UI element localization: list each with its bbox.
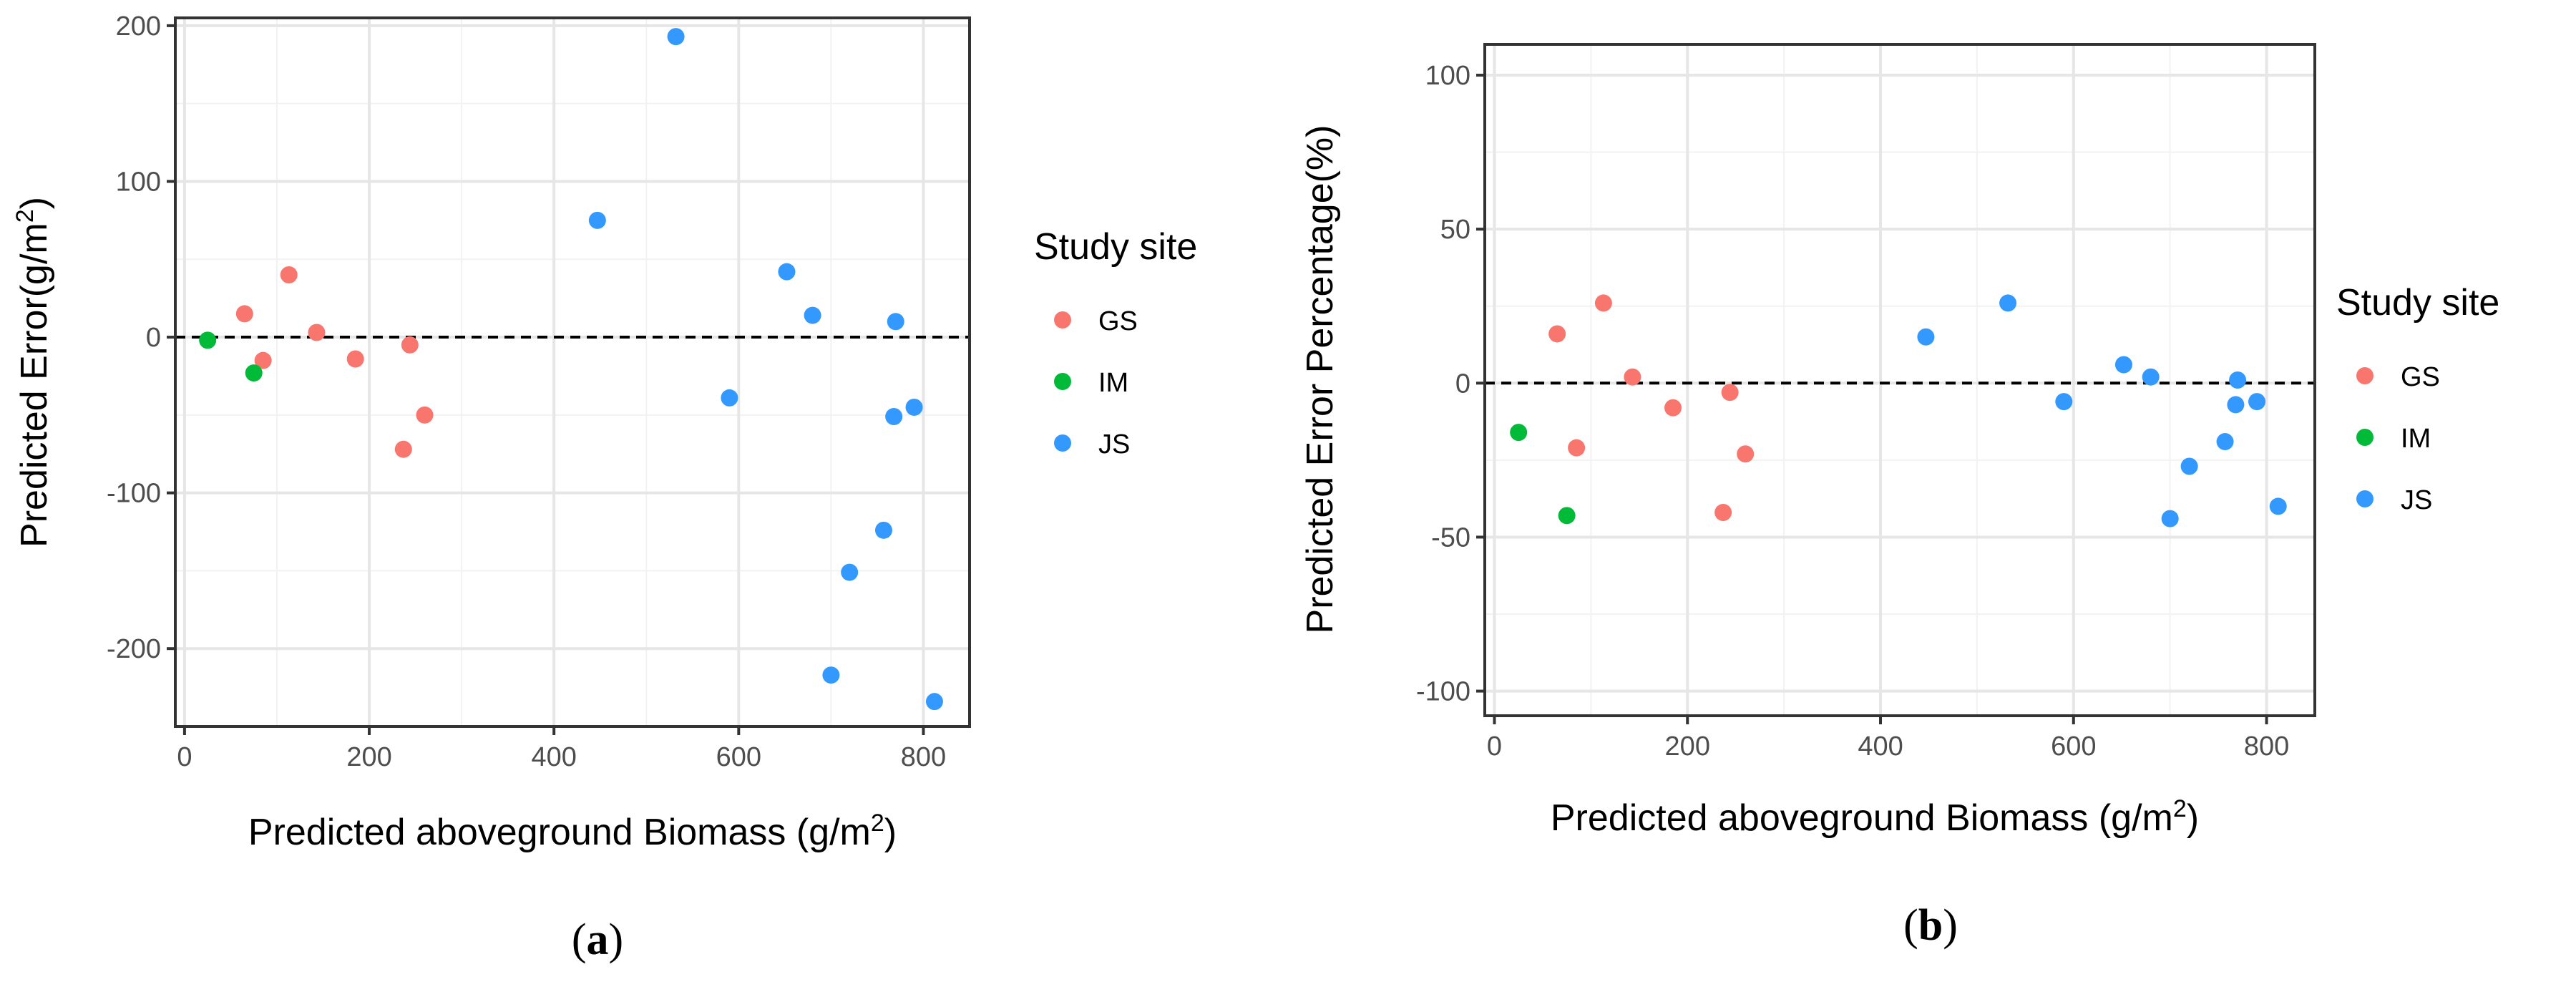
- panel-a-point-gs: [308, 324, 326, 341]
- panel-a-point-js: [874, 521, 892, 539]
- panel-a-y-tick-label: -200: [107, 634, 161, 664]
- panel-a-x-tick-label: 200: [346, 742, 391, 772]
- panel-a-frame: [174, 16, 971, 728]
- panel-b-point-gs: [1594, 294, 1612, 312]
- panel-a-x-tick-label: 600: [716, 742, 761, 772]
- panel-a-x-tick-label: 400: [531, 742, 576, 772]
- panel-b-point-gs: [1568, 439, 1586, 457]
- panel-b-point-js: [2114, 356, 2132, 374]
- panel-b-y-tick-label: 50: [1440, 215, 1470, 245]
- panel-a-point-gs: [235, 305, 253, 323]
- panel-b-frame: [1483, 43, 2316, 717]
- panel-a-y-axis-title: Predicted Error(g/m2): [11, 197, 55, 548]
- panel-b-legend-key-im: [2356, 429, 2373, 446]
- panel-a-point-gs: [394, 440, 412, 458]
- panel-a: 0 200 400 600 800 -200 -100 0 100 200 Predicted a…: [11, 11, 1197, 964]
- panel-a-legend-title: Study site: [1034, 226, 1197, 268]
- panel-a-y-tick-label: 200: [116, 11, 161, 42]
- panel-b-point-js: [2161, 510, 2179, 527]
- panel-b-point-js: [2142, 368, 2160, 386]
- panel-a-x-tick-label: 0: [177, 742, 192, 772]
- panel-a-legend-label-im: IM: [1098, 368, 1128, 398]
- panel-b-point-js: [2227, 396, 2245, 414]
- panel-b-point-js: [2055, 393, 2073, 411]
- panel-b-x-tick-label: 400: [1858, 731, 1903, 762]
- panel-b-point-gs: [1548, 325, 1566, 343]
- panel-a-point-js: [721, 389, 738, 407]
- panel-b-caption: (b): [1903, 901, 1958, 950]
- panel-b-points: [1510, 294, 2287, 527]
- panel-a-ticks: 0 200 400 600 800 -200 -100 0 100 200: [107, 11, 946, 772]
- panel-a-point-gs: [280, 266, 298, 284]
- panel-b-point-js: [2229, 371, 2247, 389]
- panel-b-legend-label-im: IM: [2401, 424, 2431, 454]
- panel-b-x-tick-label: 600: [2051, 731, 2096, 762]
- panel-a-point-js: [905, 398, 923, 416]
- panel-b-legend-label-js: JS: [2401, 485, 2432, 515]
- panel-a-x-axis-title: Predicted aboveground Biomass (g/m2): [248, 809, 897, 853]
- panel-a-y-tick-label: -100: [107, 479, 161, 509]
- panel-a-legend-label-gs: GS: [1098, 306, 1138, 336]
- panel-b: 0 200 400 600 800 -100 -50 0 50 100 Predicted abo…: [1299, 43, 2499, 950]
- panel-b-y-tick-label: -50: [1431, 522, 1470, 553]
- panel-b-legend-key-gs: [2356, 367, 2373, 384]
- panel-a-point-js: [841, 563, 859, 581]
- panel-b-x-tick-label: 0: [1487, 731, 1502, 762]
- panel-a-point-js: [778, 263, 796, 281]
- panel-b-x-tick-label: 800: [2244, 731, 2289, 762]
- panel-a-points: [199, 28, 943, 711]
- panel-a-x-tick-label: 800: [901, 742, 946, 772]
- panel-a-point-js: [588, 211, 606, 229]
- panel-a-point-js: [925, 693, 943, 711]
- panel-a-point-js: [887, 313, 904, 331]
- panel-b-x-axis-title: Predicted aboveground Biomass (g/m2): [1551, 795, 2199, 839]
- panel-b-point-js: [2216, 433, 2234, 451]
- panel-a-legend: Study site GS IM JS: [1034, 226, 1197, 460]
- panel-b-point-js: [2180, 457, 2198, 475]
- panel-a-legend-label-js: JS: [1098, 429, 1130, 460]
- panel-a-point-js: [885, 408, 903, 426]
- panel-a-point-js: [822, 666, 840, 684]
- panel-a-point-gs: [346, 350, 364, 368]
- panel-b-point-gs: [1737, 445, 1755, 463]
- panel-a-legend-key-js: [1054, 434, 1071, 452]
- panel-a-point-js: [667, 28, 685, 46]
- panel-b-legend-key-js: [2356, 490, 2373, 507]
- panel-b-point-gs: [1624, 368, 1641, 386]
- panel-b-legend: Study site GS IM JS: [2336, 282, 2499, 515]
- panel-a-point-gs: [401, 336, 419, 354]
- panel-b-y-tick-label: 0: [1455, 369, 1470, 399]
- panel-b-x-tick-label: 200: [1665, 731, 1710, 762]
- panel-a-caption: (a): [572, 915, 623, 964]
- panel-b-grid: [1485, 44, 2315, 716]
- panel-b-legend-title: Study site: [2336, 282, 2499, 324]
- panel-b-point-im: [1558, 507, 1576, 525]
- panel-b-y-tick-label: -100: [1416, 677, 1470, 707]
- panel-b-point-js: [1999, 294, 2017, 312]
- panel-b-point-gs: [1721, 384, 1739, 402]
- panel-b-y-axis-title: Predicted Error Percentage(%): [1299, 125, 1341, 634]
- panel-a-legend-key-gs: [1054, 311, 1071, 329]
- panel-b-point-im: [1510, 424, 1528, 442]
- panel-a-point-gs: [416, 406, 434, 424]
- panel-b-y-tick-label: 100: [1425, 61, 1470, 91]
- panel-b-point-js: [2269, 497, 2287, 515]
- panel-a-point-gs: [254, 351, 272, 369]
- panel-a-y-tick-label: 100: [116, 167, 161, 197]
- panel-b-ticks: 0 200 400 600 800 -100 -50 0 50 100: [1416, 61, 2289, 762]
- panel-b-point-js: [2248, 393, 2266, 411]
- panel-a-point-js: [804, 306, 821, 324]
- panel-a-point-im: [199, 331, 217, 349]
- panel-b-legend-label-gs: GS: [2401, 362, 2440, 392]
- panel-a-y-tick-label: 0: [146, 323, 161, 353]
- panel-b-point-gs: [1714, 504, 1732, 522]
- panel-a-legend-key-im: [1054, 373, 1071, 390]
- panel-a-grid: [175, 18, 970, 726]
- panel-b-point-gs: [1664, 399, 1682, 417]
- panel-b-point-js: [1917, 328, 1935, 346]
- panel-a-point-im: [245, 364, 263, 382]
